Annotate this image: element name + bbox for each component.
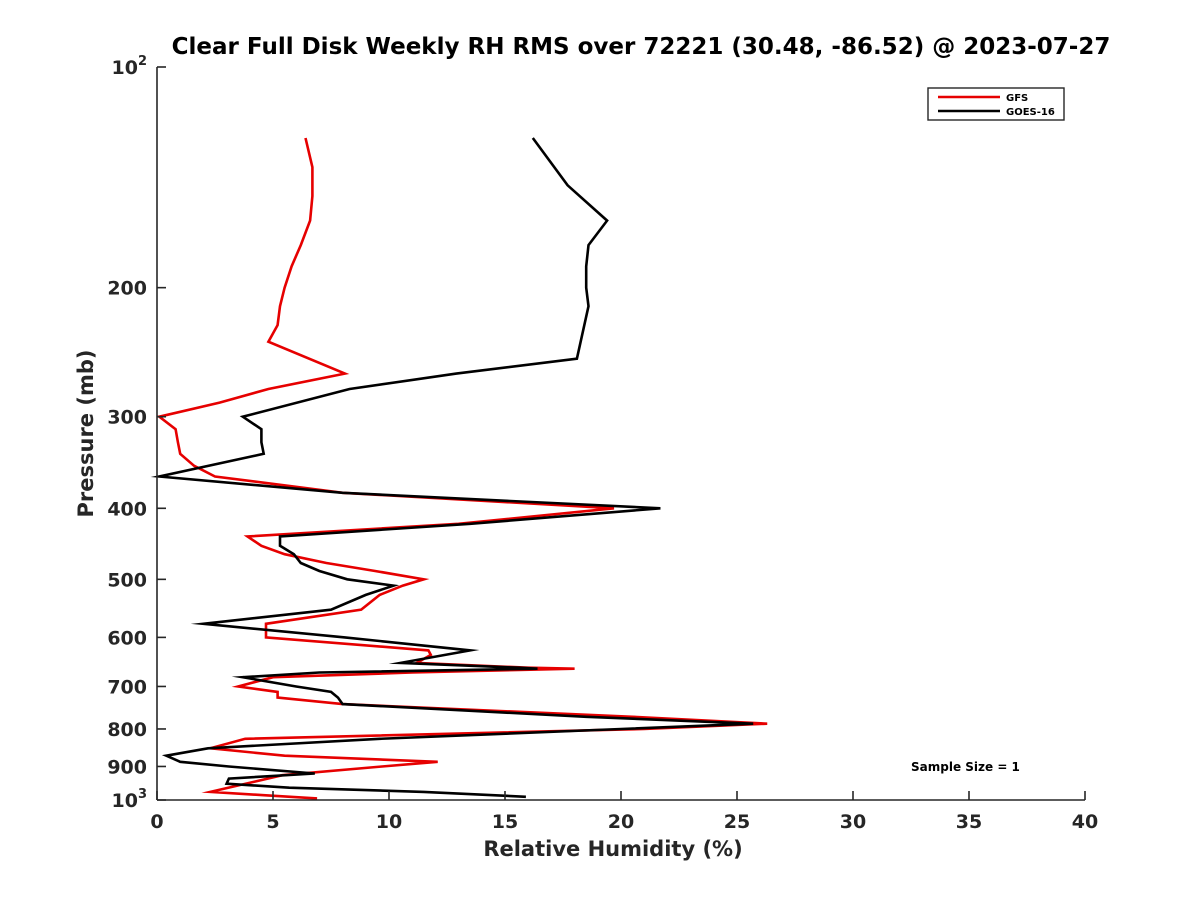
y-tick-label: 800	[107, 719, 147, 741]
axes: 0 5 10 15 20 25 30 35 40 102 200 300 400 500 600 700 800…	[107, 54, 1098, 833]
legend-box	[927, 87, 1065, 121]
y-tick-label: 200	[107, 278, 147, 300]
x-tick-label: 30	[840, 811, 866, 833]
y-tick-label: 600	[107, 627, 147, 649]
legend-label: GOES-16	[1006, 107, 1055, 118]
legend-label: GFS	[1006, 93, 1028, 104]
y-tick-label: 900	[107, 756, 147, 778]
y-tick-label: 300	[107, 407, 147, 429]
chart-title: Clear Full Disk Weekly RH RMS over 72221…	[172, 34, 1111, 60]
y-tick-label: 102	[112, 54, 148, 79]
x-tick-label: 25	[724, 811, 750, 833]
series-line-goes-16	[150, 137, 754, 799]
x-tick-label: 20	[608, 811, 634, 833]
x-tick-label: 0	[150, 811, 163, 833]
plot-area	[150, 137, 768, 800]
x-tick-label: 35	[956, 811, 982, 833]
legend: GFS GOES-16	[927, 87, 1065, 121]
x-tick-label: 40	[1072, 811, 1098, 833]
x-axis-label: Relative Humidity (%)	[483, 837, 742, 861]
x-tick-label: 10	[376, 811, 402, 833]
x-tick-label: 5	[266, 811, 279, 833]
series-line-gfs	[156, 137, 768, 800]
y-tick-label: 103	[112, 787, 148, 812]
y-tick-label: 500	[107, 569, 147, 591]
y-tick-label: 400	[107, 498, 147, 520]
sample-size-annotation: Sample Size = 1	[911, 760, 1020, 774]
x-tick-label: 15	[492, 811, 518, 833]
y-axis-label: Pressure (mb)	[74, 350, 98, 518]
y-tick-label: 700	[107, 676, 147, 698]
